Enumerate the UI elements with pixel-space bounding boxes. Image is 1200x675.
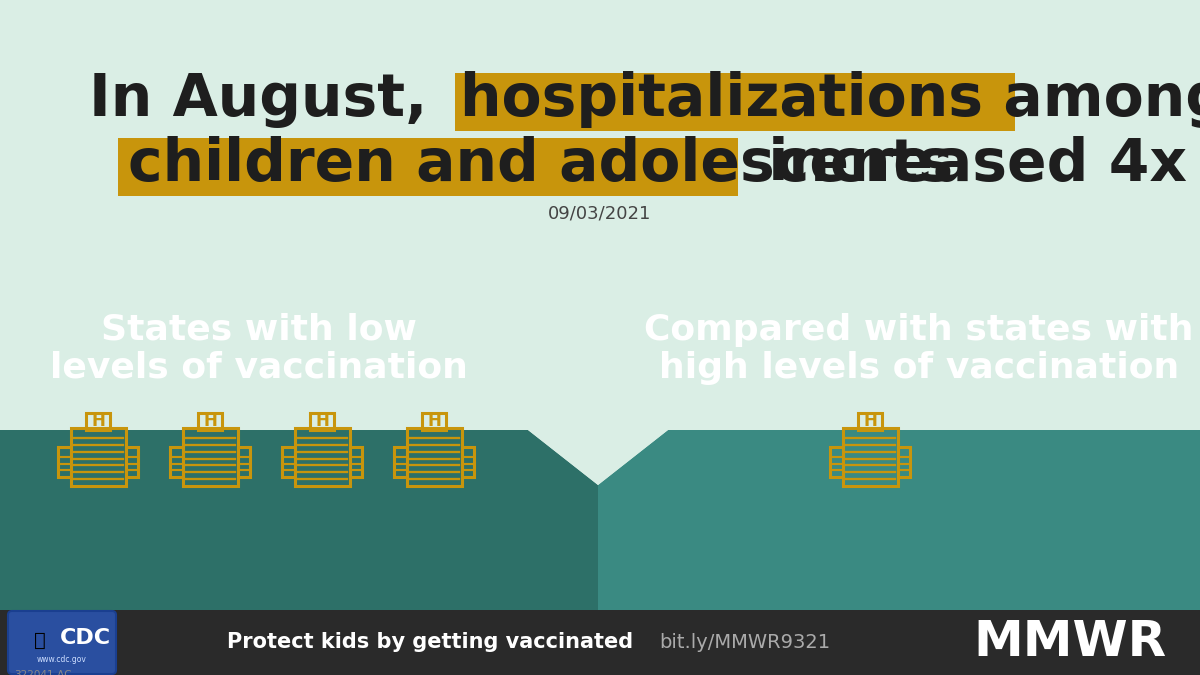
Bar <box>182 428 238 486</box>
Text: H: H <box>203 412 217 431</box>
Bar <box>407 428 462 486</box>
Text: www.cdc.gov: www.cdc.gov <box>37 655 86 664</box>
Polygon shape <box>598 430 1200 610</box>
Text: H: H <box>863 412 877 431</box>
FancyBboxPatch shape <box>8 611 116 674</box>
Text: high levels of vaccination: high levels of vaccination <box>659 351 1180 385</box>
Bar <box>462 447 474 477</box>
Bar <box>118 138 738 196</box>
Bar <box>858 412 882 430</box>
Bar <box>310 412 335 430</box>
Bar <box>395 447 407 477</box>
Bar <box>170 447 182 477</box>
Bar <box>349 447 361 477</box>
Text: levels of vaccination: levels of vaccination <box>50 351 468 385</box>
Bar <box>59 447 71 477</box>
Polygon shape <box>528 430 668 485</box>
Bar <box>198 412 222 430</box>
Bar <box>421 412 446 430</box>
Text: hospitalizations among: hospitalizations among <box>460 72 1200 128</box>
Bar <box>126 447 138 477</box>
Bar <box>71 428 126 486</box>
Text: Protect kids by getting vaccinated: Protect kids by getting vaccinated <box>227 632 634 653</box>
Bar <box>282 447 294 477</box>
Bar <box>528 430 1200 610</box>
Text: 322041-AC: 322041-AC <box>14 670 72 675</box>
Text: Compared with states with: Compared with states with <box>644 313 1194 347</box>
Polygon shape <box>0 430 598 610</box>
Text: bit.ly/MMWR9321: bit.ly/MMWR9321 <box>660 633 830 652</box>
Bar <box>0 430 668 610</box>
Bar <box>238 447 250 477</box>
Text: MMWR: MMWR <box>973 618 1166 666</box>
Text: H: H <box>427 412 440 431</box>
Text: H: H <box>316 412 329 431</box>
Polygon shape <box>528 430 668 485</box>
Text: children and adolescents: children and adolescents <box>128 136 953 194</box>
Text: increased 4x in...: increased 4x in... <box>748 136 1200 194</box>
Bar <box>455 73 1015 131</box>
Bar <box>0 0 1200 430</box>
Bar <box>830 447 842 477</box>
Bar <box>294 428 349 486</box>
Text: 🦅: 🦅 <box>34 630 46 649</box>
Text: 09/03/2021: 09/03/2021 <box>548 204 652 222</box>
Bar <box>0 610 1200 675</box>
Text: States with low: States with low <box>101 313 416 347</box>
Text: H: H <box>91 412 104 431</box>
Bar <box>898 447 910 477</box>
Text: In August,: In August, <box>89 72 448 128</box>
Bar <box>842 428 898 486</box>
Bar <box>85 412 110 430</box>
Text: CDC: CDC <box>60 628 110 648</box>
